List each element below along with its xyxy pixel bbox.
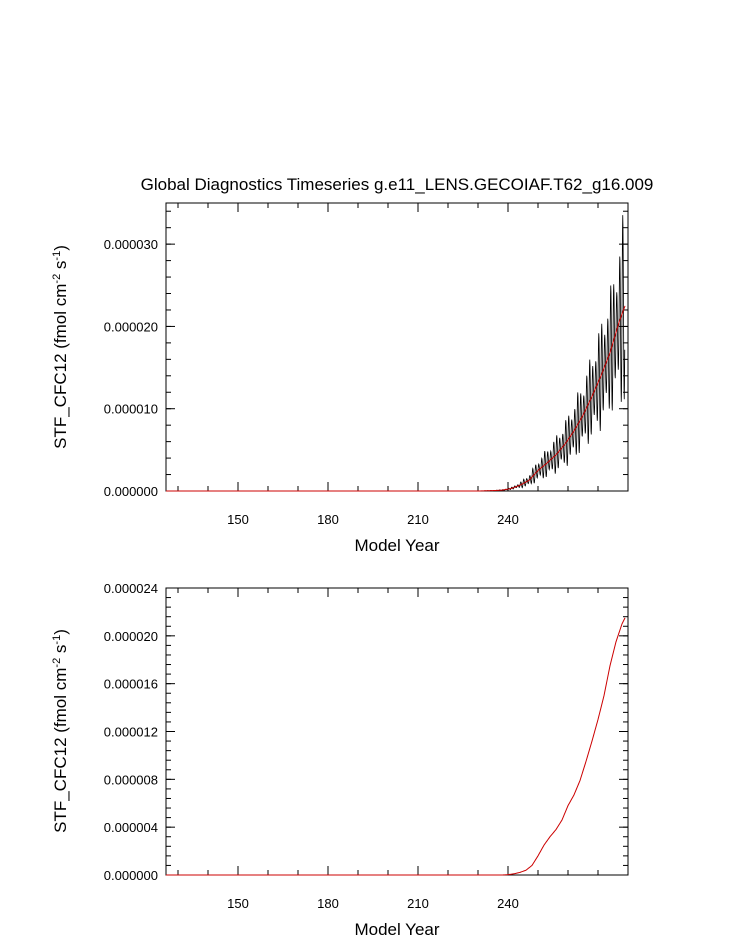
bottom-y-tick-label: 0.000024	[104, 581, 158, 596]
bottom-panel: 150 180 210 240 0.000000 0.000004 0.000008 0.00…	[51, 581, 629, 939]
top-panel: Global Diagnostics Timeseries g.e11_LENS…	[51, 175, 653, 555]
x-axis-label-top: Model Year	[354, 536, 439, 555]
bottom-x-tick-label: 150	[227, 896, 249, 911]
top-series-annual-mean	[166, 305, 626, 492]
bottom-y-tick-label: 0.000004	[104, 820, 158, 835]
y-axis-label-bottom: STF_CFC12 (fmol cm-2 s-1)	[51, 629, 70, 833]
bottom-y-tick-label: 0.000012	[104, 725, 158, 740]
chart-title: Global Diagnostics Timeseries g.e11_LENS…	[141, 175, 654, 194]
bottom-y-tick-label: 0.000000	[104, 868, 158, 883]
bottom-series-annual-mean	[166, 617, 626, 876]
top-x-tick-label: 150	[227, 512, 249, 527]
y-axis-label-top: STF_CFC12 (fmol cm-2 s-1)	[51, 245, 70, 449]
top-y-tick-label: 0.000010	[104, 402, 158, 417]
bottom-x-tick-label: 180	[317, 896, 339, 911]
top-x-tick-label: 180	[317, 512, 339, 527]
bottom-y-tick-label: 0.000008	[104, 772, 158, 787]
top-x-tick-label: 210	[407, 512, 429, 527]
bottom-x-tick-label: 240	[497, 896, 519, 911]
top-y-tick-label: 0.000000	[104, 484, 158, 499]
x-axis-label-bottom: Model Year	[354, 920, 439, 939]
top-y-tick-label: 0.000030	[104, 237, 158, 252]
bottom-y-tick-label: 0.000020	[104, 629, 158, 644]
bottom-x-tick-label: 210	[407, 896, 429, 911]
plot-frame-top	[165, 202, 629, 492]
top-x-tick-label: 240	[497, 512, 519, 527]
bottom-y-tick-label: 0.000016	[104, 677, 158, 692]
top-series-monthly	[166, 215, 626, 492]
plot-frame-bottom	[165, 587, 629, 876]
top-y-tick-label: 0.000020	[104, 319, 158, 334]
